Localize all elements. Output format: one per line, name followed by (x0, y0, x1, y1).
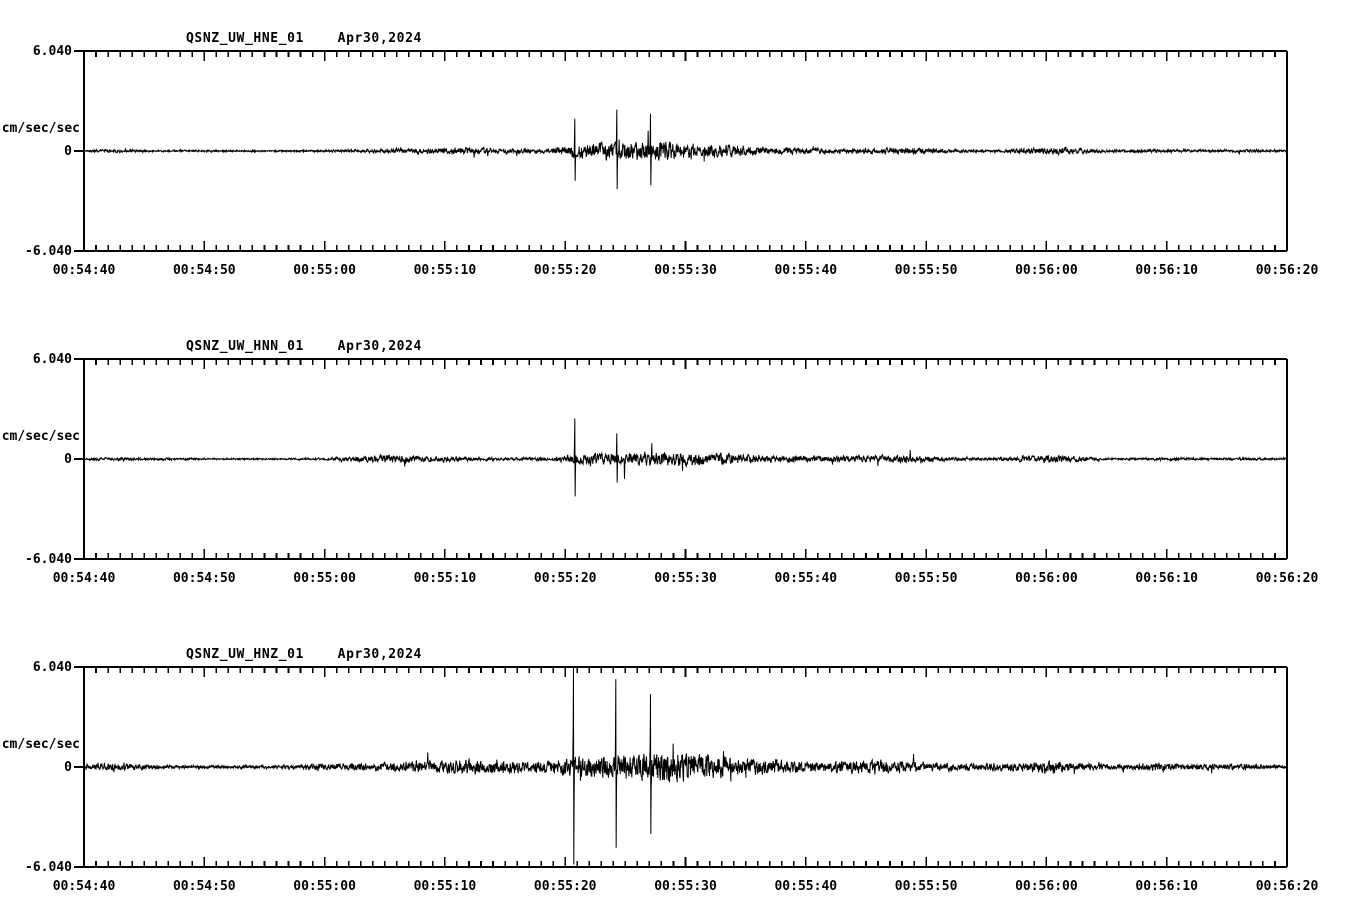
x-tick-label: 00:56:10 (1135, 263, 1198, 278)
x-tick-label: 00:55:20 (533, 571, 597, 586)
x-tick-label: 00:55:10 (413, 571, 477, 586)
y-tick-max-hnz: 6.040 (32, 660, 72, 675)
x-tick-label: 00:54:50 (172, 571, 236, 586)
trace-panel-hnn: QSNZ_UW_HNN_01 Apr30,2024 cm/sec/sec 6.0… (0, 308, 1358, 618)
x-tick-label: 00:56:20 (1255, 263, 1319, 278)
y-axis-unit-label-hne: cm/sec/sec (1, 121, 80, 136)
panel-title-hnn: QSNZ_UW_HNN_01 Apr30,2024 (186, 339, 422, 354)
trace-plot-hnn (74, 358, 1288, 560)
x-tick-label: 00:55:30 (654, 879, 717, 894)
x-tick-label: 00:55:30 (654, 571, 717, 586)
y-tick-max-hne: 6.040 (32, 44, 72, 59)
x-tick-label: 00:55:50 (894, 879, 958, 894)
x-tick-label: 00:55:00 (293, 263, 356, 278)
x-tick-label: 00:55:00 (293, 571, 356, 586)
x-tick-label: 00:55:10 (413, 879, 477, 894)
x-tick-label: 00:55:10 (413, 263, 477, 278)
trace-plot-hne (74, 50, 1288, 252)
x-tick-label: 00:56:20 (1255, 879, 1319, 894)
x-tick-label: 00:56:00 (1015, 879, 1078, 894)
x-tick-label: 00:55:50 (894, 263, 958, 278)
y-tick-min-hnn: -6.040 (25, 552, 72, 567)
y-tick-zero-hnn: 0 (64, 452, 72, 467)
x-tick-label: 00:56:00 (1015, 571, 1078, 586)
y-axis-unit-label-hnn: cm/sec/sec (1, 429, 80, 444)
y-tick-min-hnz: -6.040 (25, 860, 72, 875)
x-tick-label: 00:55:50 (894, 571, 958, 586)
x-tick-label: 00:55:30 (654, 263, 717, 278)
x-tick-label: 00:56:20 (1255, 571, 1319, 586)
x-tick-label: 00:54:50 (172, 263, 236, 278)
y-tick-zero-hnz: 0 (64, 760, 72, 775)
x-tick-label: 00:54:50 (172, 879, 236, 894)
trace-panel-hnz: QSNZ_UW_HNZ_01 Apr30,2024 cm/sec/sec 6.0… (0, 616, 1358, 924)
x-tick-label: 00:54:40 (52, 263, 116, 278)
y-tick-zero-hne: 0 (64, 144, 72, 159)
x-tick-label: 00:54:40 (52, 879, 116, 894)
x-tick-label: 00:55:40 (774, 571, 838, 586)
y-tick-min-hne: -6.040 (25, 244, 72, 259)
trace-panel-hne: QSNZ_UW_HNE_01 Apr30,2024 cm/sec/sec 6.0… (0, 0, 1358, 310)
panel-title-hne: QSNZ_UW_HNE_01 Apr30,2024 (186, 31, 422, 46)
x-tick-label: 00:55:40 (774, 263, 838, 278)
panel-title-hnz: QSNZ_UW_HNZ_01 Apr30,2024 (186, 647, 422, 662)
x-tick-label: 00:56:10 (1135, 571, 1198, 586)
y-axis-unit-label-hnz: cm/sec/sec (1, 737, 80, 752)
x-tick-label: 00:55:20 (533, 263, 597, 278)
x-tick-label: 00:56:10 (1135, 879, 1198, 894)
x-tick-label: 00:55:40 (774, 879, 838, 894)
x-tick-label: 00:55:20 (533, 879, 597, 894)
trace-plot-hnz (74, 666, 1288, 868)
y-tick-max-hnn: 6.040 (32, 352, 72, 367)
x-tick-label: 00:54:40 (52, 571, 116, 586)
x-tick-label: 00:56:00 (1015, 263, 1078, 278)
x-tick-label: 00:55:00 (293, 879, 356, 894)
